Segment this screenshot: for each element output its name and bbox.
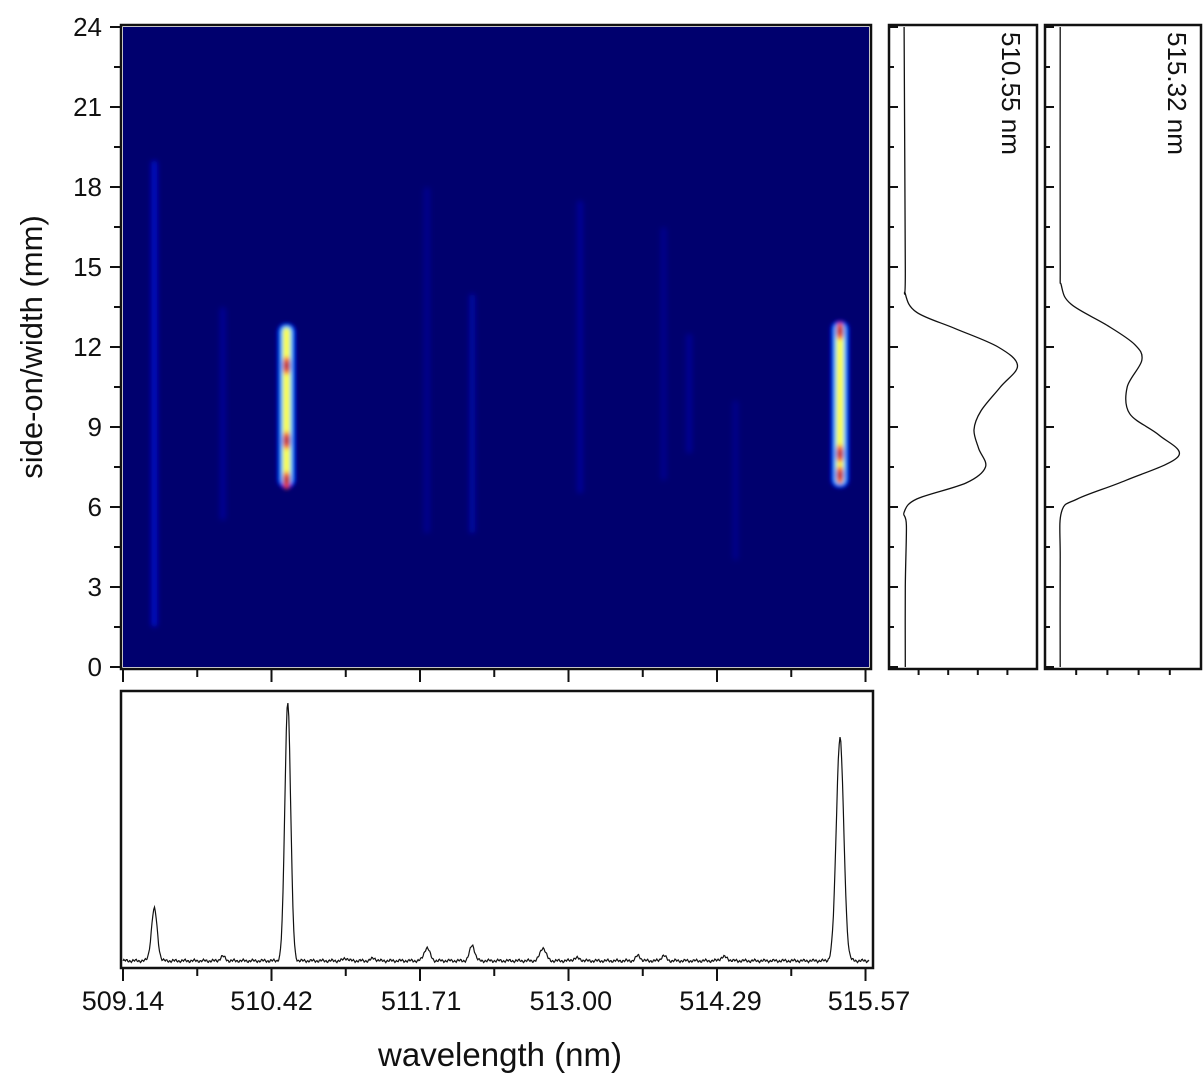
y-tick-label: 24 (73, 12, 102, 42)
y-tick-label: 0 (88, 652, 102, 682)
heatmap-faint-lines (151, 160, 739, 628)
heatmap-faint-line (469, 293, 476, 534)
profile-ticks-510 (889, 26, 1009, 675)
heatmap-bright-lines (277, 321, 849, 490)
y-tick-label: 15 (73, 252, 102, 282)
heatmap-panel: 0 3 6 9 12 15 18 21 24 side-on/width (mm) (14, 12, 873, 682)
heatmap-faint-line (732, 400, 739, 561)
profile-title-510: 510.55 nm (996, 32, 1026, 155)
profile-ticks-515 (1045, 26, 1171, 675)
x-tick-label: 511.71 (381, 986, 462, 1016)
x-tick-label: 514.29 (679, 986, 762, 1016)
profile-title-515: 515.32 nm (1162, 32, 1192, 155)
y-axis-label: side-on/width (mm) (14, 215, 49, 479)
y-tick-label: 6 (88, 492, 102, 522)
y-tick-label: 9 (88, 412, 102, 442)
spectrum-panel: 509.14 510.42 511.71 513.00 514.29 515.57 wav… (82, 689, 911, 1073)
heatmap-faint-line (577, 200, 584, 494)
heatmap-x-ticks (122, 669, 867, 682)
profile-panel-510: 510.55 nm (887, 23, 1039, 675)
y-tick-label: 3 (88, 572, 102, 602)
x-tick-label: 510.42 (230, 986, 313, 1016)
heatmap-faint-line (686, 333, 693, 454)
y-tick-label: 21 (73, 92, 102, 122)
heatmap-faint-line (219, 307, 226, 521)
spectrum-frame (119, 689, 875, 970)
heatmap-background (123, 27, 869, 667)
heatmap-bright-line (830, 321, 849, 488)
heatmap-bright-line (277, 323, 296, 490)
profile-line-515 (1059, 26, 1181, 668)
heatmap-faint-line (660, 227, 667, 481)
spectrum-x-axis: 509.14 510.42 511.71 513.00 514.29 515.57 (82, 968, 911, 1016)
x-axis-label: wavelength (nm) (377, 1036, 622, 1073)
heatmap-faint-line (423, 187, 430, 534)
profile-panel-515: 515.32 nm (1043, 23, 1203, 675)
profile-line-510 (903, 26, 1019, 668)
x-tick-label: 513.00 (530, 986, 613, 1016)
heatmap-y-axis: 0 3 6 9 12 15 18 21 24 (73, 12, 121, 682)
x-tick-label: 515.57 (828, 986, 911, 1016)
heatmap-faint-line (151, 160, 158, 628)
y-tick-label: 12 (73, 332, 102, 362)
x-tick-label: 509.14 (82, 986, 165, 1016)
y-tick-label: 18 (73, 172, 102, 202)
spectrum-line (122, 703, 870, 964)
